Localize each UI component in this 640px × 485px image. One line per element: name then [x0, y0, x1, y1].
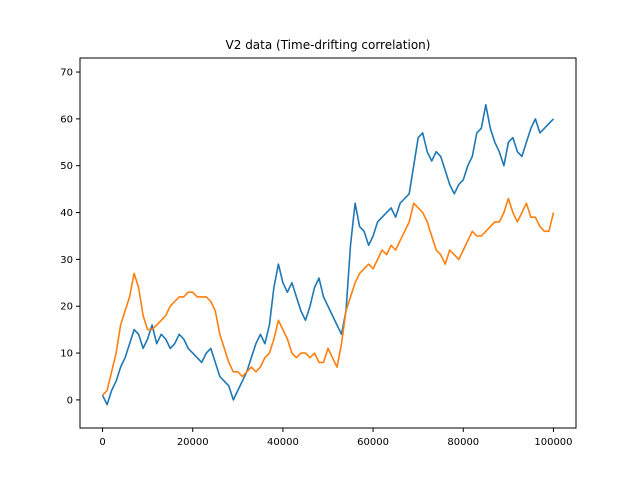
x-tick-label: 0	[99, 437, 105, 448]
y-tick-label: 60	[60, 114, 73, 125]
y-axis: 0 10 20 30 40 50 60 70	[60, 68, 80, 406]
series-line-1	[101, 104, 555, 406]
plot-area	[101, 104, 555, 406]
x-tick-label: 60000	[357, 437, 389, 448]
y-tick-label: 70	[60, 68, 73, 79]
y-tick-label: 20	[60, 302, 73, 313]
y-tick-label: 40	[60, 208, 73, 219]
x-tick-label: 20000	[177, 437, 209, 448]
y-tick-label: 30	[60, 255, 73, 266]
y-tick-label: 50	[60, 161, 73, 172]
x-tick-label: 100000	[534, 437, 572, 448]
y-tick-label: 10	[60, 349, 73, 360]
y-tick-label: 0	[67, 395, 73, 406]
x-tick-label: 80000	[447, 437, 479, 448]
series-line-2	[101, 197, 555, 396]
x-axis: 0 20000 40000 60000 80000 100000	[99, 428, 573, 448]
x-tick-label: 40000	[267, 437, 299, 448]
axes-frame	[79, 57, 577, 429]
chart-title: V2 data (Time-drifting correlation)	[226, 38, 431, 52]
